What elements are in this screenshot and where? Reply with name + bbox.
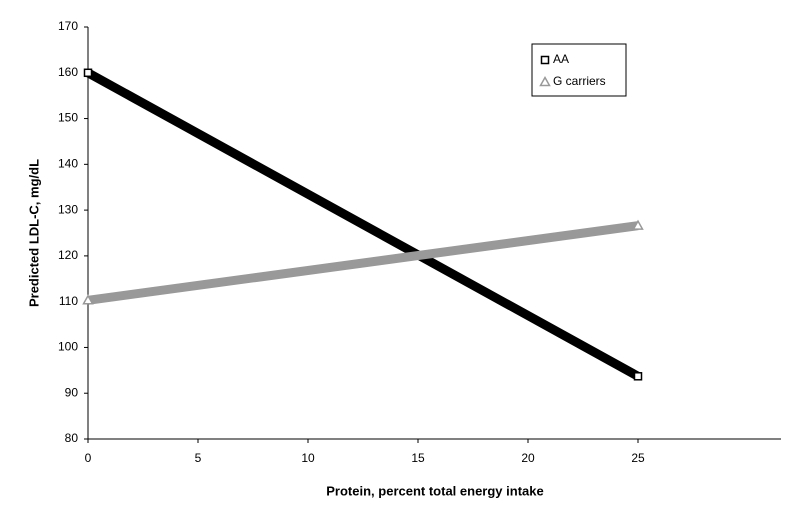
y-tick-label: 150: [58, 111, 78, 125]
y-tick-label: 160: [58, 65, 78, 79]
y-tick-label: 170: [58, 19, 78, 33]
x-tick-label: 15: [411, 451, 425, 465]
marker: [82, 294, 94, 305]
y-tick-label: 110: [59, 294, 78, 308]
x-tick-label: 10: [301, 451, 315, 465]
marker: [633, 372, 643, 381]
legend-marker: [539, 75, 551, 87]
y-tick-label: 90: [65, 385, 79, 399]
x-tick-label: 0: [85, 451, 92, 465]
x-tick-label: 5: [195, 451, 202, 465]
series-line: [87, 221, 639, 305]
y-tick-label: 100: [58, 340, 78, 354]
series-line: [85, 68, 641, 381]
legend-box: [531, 43, 627, 97]
y-axis-title: Predicted LDL-C, mg/dL: [26, 159, 41, 307]
y-tick-label: 80: [65, 431, 79, 445]
marker: [632, 219, 644, 230]
x-axis-title: Protein, percent total energy intake: [326, 483, 543, 498]
legend-label: G carriers: [553, 74, 606, 88]
legend: AA G carriers: [531, 43, 627, 97]
y-tick-label: 130: [58, 202, 78, 216]
legend-marker: [540, 55, 550, 65]
x-tick-label: 20: [521, 451, 535, 465]
y-tick-label: 140: [58, 157, 78, 171]
legend-label: AA: [553, 52, 569, 66]
marker: [83, 68, 93, 78]
y-tick-label: 120: [58, 248, 78, 262]
x-tick-label: 25: [631, 451, 645, 465]
